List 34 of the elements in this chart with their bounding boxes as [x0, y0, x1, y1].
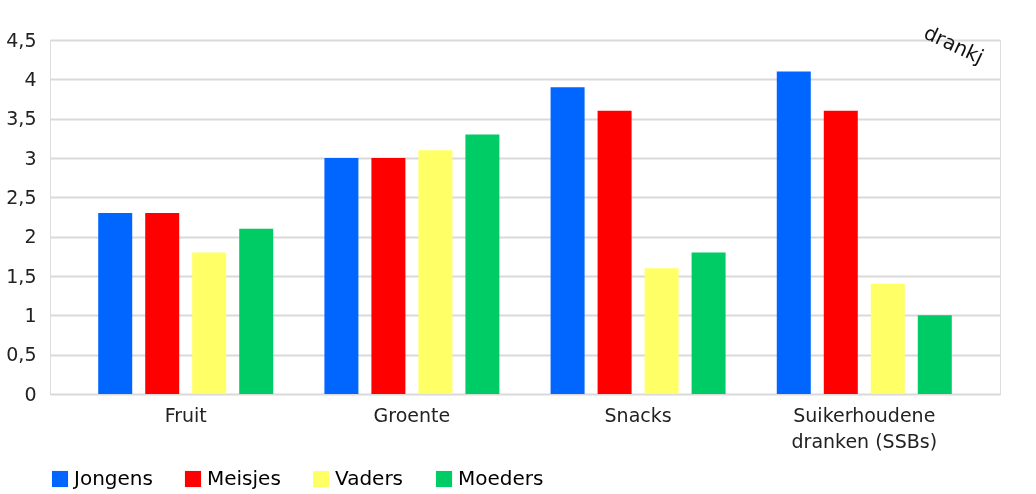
y-tick-label: 3 [24, 146, 37, 169]
bar [870, 283, 905, 394]
bar [691, 252, 726, 394]
bar [418, 150, 453, 394]
y-tick-label: 2,5 [6, 185, 37, 208]
x-tick-label: Suikerhoudene dranken (SSBs) [791, 403, 938, 452]
bar [550, 87, 585, 394]
bar [465, 134, 500, 394]
y-tick-label: 1,5 [6, 264, 37, 287]
y-tick-label: 0 [24, 382, 37, 405]
bar [192, 252, 227, 394]
bar [644, 268, 679, 394]
y-tick-label: 0,5 [6, 343, 37, 366]
bar [917, 315, 952, 394]
x-tick-label: Fruit [164, 403, 207, 426]
y-tick-label: 1 [24, 303, 37, 326]
x-tick-label: Snacks [604, 403, 672, 426]
bar [239, 228, 274, 394]
bar [98, 213, 133, 394]
bar [324, 158, 359, 394]
y-tick-label: 2 [24, 225, 37, 248]
y-tick-label: 4,5 [6, 28, 37, 51]
x-tick-label: Groente [373, 403, 451, 426]
bar [823, 110, 858, 394]
bar [776, 71, 811, 394]
legend-label: Moeders [458, 466, 544, 490]
bar [371, 158, 406, 394]
y-tick-label: 4 [24, 67, 37, 90]
y-tick-label: 3,5 [6, 107, 37, 130]
legend-label: Meisjes [207, 466, 281, 490]
bar [597, 110, 632, 394]
bar [145, 213, 180, 394]
legend-label: Jongens [72, 466, 153, 490]
legend-label: Vaders [335, 466, 404, 490]
